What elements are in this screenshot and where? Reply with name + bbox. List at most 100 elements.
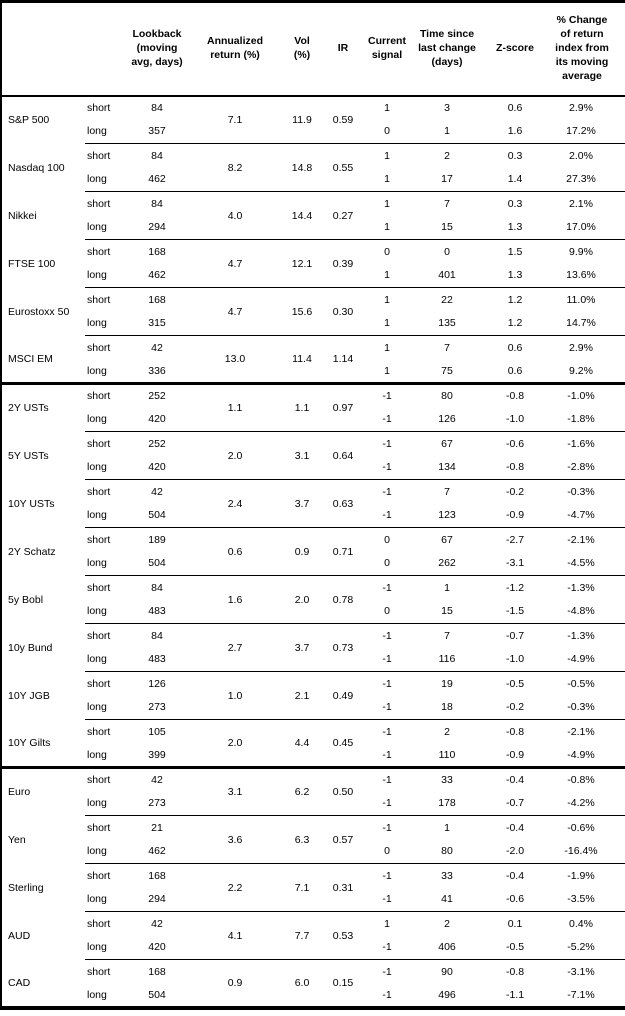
vol-value: 11.9 — [281, 95, 323, 144]
current-signal-value: -1 — [382, 509, 392, 522]
ir-value: 0.63 — [323, 479, 363, 528]
pct-change-value: 9.9% — [547, 239, 625, 264]
time-since-value: 110 — [438, 748, 456, 761]
vol-value: 6.3 — [281, 815, 323, 864]
z-score-value: -0.5 — [483, 671, 547, 696]
vol-value: 2.1 — [281, 671, 323, 720]
lookback-value: 189 — [125, 527, 189, 552]
time-since-value: 33 — [411, 766, 483, 792]
current-signal-value: 1 — [363, 287, 411, 312]
current-signal-value: -1 — [382, 941, 392, 954]
lookback-value: 273 — [148, 701, 166, 714]
ir-value: 0.55 — [323, 143, 363, 192]
vol-value: 0.9 — [281, 527, 323, 576]
z-score-value: -0.4 — [483, 766, 547, 792]
vol-value: 6.0 — [281, 959, 323, 1008]
leg-label-long: long — [87, 173, 107, 186]
leg-label-long: long — [87, 941, 107, 954]
z-score-value: 0.6 — [483, 335, 547, 360]
asset-row-long: long 294 -1 41 -0.6 -3.5% — [1, 888, 625, 912]
lookback-value: 42 — [125, 335, 189, 360]
asset-name: Euro — [1, 766, 85, 816]
pct-change-value: -4.2% — [567, 797, 595, 810]
leg-label-short: short — [85, 575, 125, 600]
leg-label-short: short — [85, 287, 125, 312]
z-score-value: 1.2 — [483, 287, 547, 312]
time-since-value: 80 — [411, 382, 483, 408]
annualized-return-value: 2.0 — [189, 431, 281, 480]
annualized-return-value: 3.6 — [189, 815, 281, 864]
asset-row-long: long 357 0 1 1.6 17.2% — [1, 120, 625, 144]
current-signal-value: -1 — [363, 815, 411, 840]
annualized-return-value: 2.7 — [189, 623, 281, 672]
asset-row-long: long 315 1 135 1.2 14.7% — [1, 312, 625, 336]
lookback-value: 483 — [148, 653, 166, 666]
annualized-return-value: 1.1 — [189, 382, 281, 432]
pct-change-value: 17.2% — [566, 125, 596, 138]
asset-row-long: long 420 -1 126 -1.0 -1.8% — [1, 408, 625, 432]
lookback-value: 336 — [148, 364, 166, 377]
vol-value: 2.0 — [281, 575, 323, 624]
lookback-value: 420 — [148, 413, 166, 426]
time-since-value: 496 — [438, 988, 456, 1001]
z-score-value: -0.8 — [483, 382, 547, 408]
time-since-value: 123 — [438, 509, 456, 522]
time-since-value: 1 — [411, 575, 483, 600]
leg-label-long: long — [87, 653, 107, 666]
current-signal-value: 1 — [363, 143, 411, 168]
time-since-value: 2 — [411, 143, 483, 168]
time-since-value: 1 — [411, 815, 483, 840]
asset-row-short: 10y Bund short 84 2.7 3.7 0.73 -1 7 -0.7 -1.3% — [1, 623, 625, 672]
z-score-value: 1.6 — [507, 125, 523, 138]
asset-row-short: AUD short 42 4.1 7.7 0.53 1 2 0.1 0.4% — [1, 911, 625, 960]
time-since-value: 18 — [441, 701, 453, 714]
ir-value: 0.49 — [323, 671, 363, 720]
pct-change-value: -1.8% — [567, 413, 595, 426]
current-signal-value: -1 — [363, 575, 411, 600]
current-signal-value: -1 — [363, 382, 411, 408]
vol-value: 3.7 — [281, 623, 323, 672]
pct-change-value: 2.9% — [547, 95, 625, 120]
z-score-value: -1.0 — [505, 653, 525, 666]
z-score-value: -0.8 — [483, 719, 547, 744]
annualized-return-value: 2.4 — [189, 479, 281, 528]
pct-change-value: -0.3% — [547, 479, 625, 504]
time-since-value: 90 — [411, 959, 483, 984]
z-score-value: -0.2 — [505, 701, 525, 714]
asset-row-short: Nikkei short 84 4.0 14.4 0.27 1 7 0.3 2.1% — [1, 191, 625, 240]
pct-change-value: 11.0% — [547, 287, 625, 312]
vol-value: 7.7 — [281, 911, 323, 960]
vol-value: 12.1 — [281, 239, 323, 288]
asset-row-long: long 273 -1 178 -0.7 -4.2% — [1, 792, 625, 816]
asset-name: FTSE 100 — [8, 257, 56, 270]
z-score-value: -0.2 — [483, 479, 547, 504]
ir-value: 0.27 — [323, 191, 363, 240]
table-header: Lookback (moving avg, days) Annualized r… — [1, 1, 625, 97]
vol-value: 4.4 — [281, 719, 323, 768]
annualized-return-value: 4.1 — [189, 911, 281, 960]
lookback-value: 399 — [148, 748, 166, 761]
asset-name: AUD — [8, 929, 31, 942]
pct-change-value: -2.1% — [547, 527, 625, 552]
asset-row-long: long 462 0 80 -2.0 -16.4% — [1, 840, 625, 864]
leg-label-long: long — [87, 221, 107, 234]
header-lookback: Lookback (moving avg, days) — [125, 1, 189, 97]
z-score-value: -0.6 — [483, 431, 547, 456]
asset-row-short: FTSE 100 short 168 4.7 12.1 0.39 0 0 1.5 9.9% — [1, 239, 625, 288]
lookback-value: 126 — [125, 671, 189, 696]
pct-change-value: -4.8% — [567, 605, 595, 618]
asset-row-short: 10Y USTs short 42 2.4 3.7 0.63 -1 7 -0.2 -0.3% — [1, 479, 625, 528]
z-score-value: -0.7 — [483, 623, 547, 648]
pct-change-value: -0.8% — [547, 766, 625, 792]
ir-value: 0.64 — [323, 431, 363, 480]
leg-label-long: long — [87, 845, 107, 858]
pct-change-value: -0.3% — [567, 701, 595, 714]
lookback-value: 483 — [148, 605, 166, 618]
pct-change-value: -4.9% — [567, 748, 595, 761]
asset-name: 10y Bund — [8, 641, 53, 654]
leg-label-short: short — [85, 671, 125, 696]
asset-row-short: S&P 500 short 84 7.1 11.9 0.59 1 3 0.6 2.9% — [1, 95, 625, 144]
header-ir: IR — [323, 1, 363, 97]
vol-value: 1.1 — [281, 382, 323, 432]
